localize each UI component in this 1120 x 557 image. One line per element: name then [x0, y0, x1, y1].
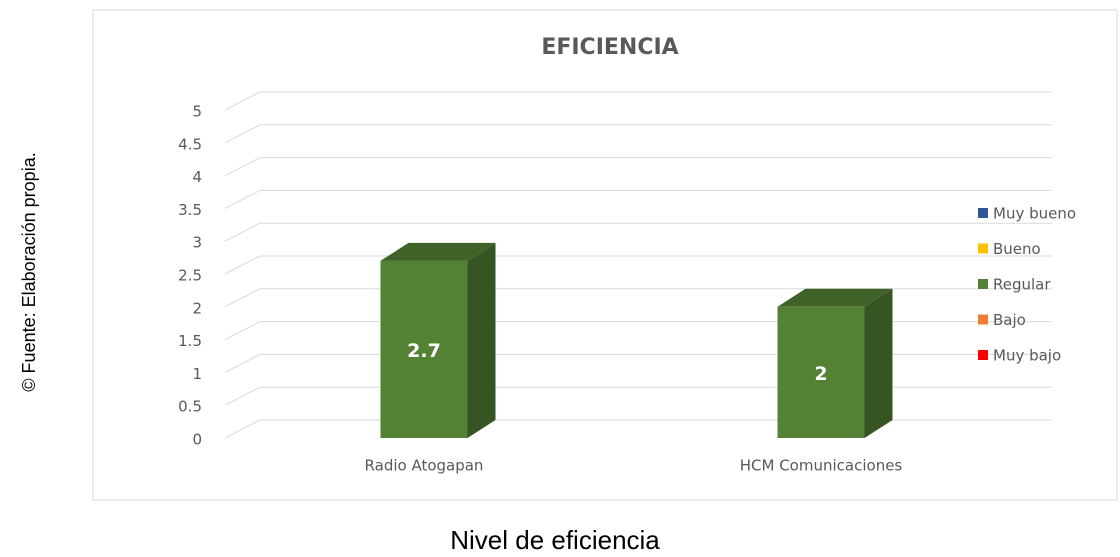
y-tick-label: 5 [192, 103, 202, 121]
data-label: 2 [814, 363, 827, 385]
x-tick-label: HCM Comunicaciones [740, 457, 903, 475]
bar-side [467, 242, 496, 438]
bar-top [777, 288, 893, 307]
legend-label: Bueno [993, 240, 1041, 258]
legend-label: Regular [993, 276, 1051, 294]
bar-top [380, 242, 496, 261]
y-tick-label: 1 [192, 365, 202, 383]
y-tick-label: 4 [192, 168, 202, 186]
legend-label: Muy bueno [993, 205, 1076, 223]
legend-swatch [978, 208, 988, 218]
legend-swatch [978, 279, 988, 289]
grid-line [224, 189, 1052, 209]
legend-label: Muy bajo [993, 347, 1061, 365]
grid-line [224, 255, 1052, 275]
legend-label: Bajo [993, 311, 1026, 329]
legend-swatch [978, 243, 988, 254]
y-tick-label: 4.5 [178, 135, 202, 153]
bar-side [864, 288, 893, 438]
grid-line [224, 124, 1052, 144]
grid-line [224, 288, 1052, 308]
grid-line [224, 91, 1052, 111]
caption: Nivel de eficiencia [450, 525, 660, 553]
y-tick-label: 3 [192, 234, 202, 252]
y-tick-label: 2.5 [178, 267, 202, 285]
source: © Fuente: Elaboración propia. [19, 152, 39, 391]
bar [380, 260, 468, 438]
grid-line [224, 222, 1052, 242]
legend-swatch [978, 350, 988, 360]
y-tick-label: 0.5 [178, 398, 202, 416]
y-tick-label: 0 [192, 431, 202, 449]
bar [777, 306, 865, 438]
data-label: 2.7 [407, 340, 441, 362]
x-tick-label: Radio Atogapan [365, 457, 484, 475]
grid-line [224, 157, 1052, 177]
chart-title: EFICIENCIA [541, 35, 678, 60]
y-tick-label: 2 [192, 299, 202, 317]
y-tick-label: 3.5 [178, 201, 202, 219]
y-tick-label: 1.5 [178, 332, 202, 350]
legend-swatch [978, 314, 988, 325]
